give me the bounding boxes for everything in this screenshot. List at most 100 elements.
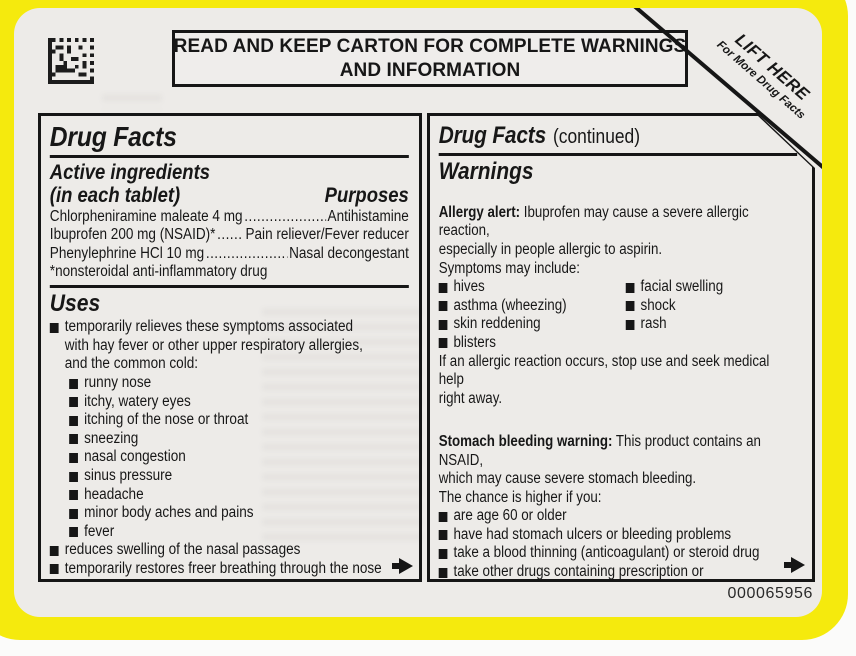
bullet-square-icon: [69, 452, 78, 463]
warnings-heading: Warnings: [438, 158, 534, 185]
list-item-text: itchy, watery eyes: [84, 392, 191, 410]
list-item: sinus pressure: [69, 467, 409, 486]
ingredient-row: Phenylephrine HCl 10 mg Nasal decongesta…: [50, 245, 409, 264]
ingredient-purpose: Pain reliever/Fever reducer: [245, 226, 409, 244]
list-item: skin reddening: [438, 315, 626, 334]
list-item: facial swelling: [625, 278, 797, 297]
drug-facts-panel: Drug Facts Active ingredients (in each t…: [38, 113, 422, 582]
bullet-square-icon: [69, 527, 78, 538]
list-item: headache: [69, 486, 409, 505]
bullet-square-icon: [438, 530, 448, 541]
stomach-warning-text: This product contains an NSAID, which ma…: [438, 432, 761, 506]
ingredient-name: Ibuprofen 200 mg (NSAID)*: [49, 226, 216, 244]
list-item-text: take a blood thinning (anticoagulant) or…: [453, 544, 760, 562]
stomach-bleeding-paragraph: Stomach bleeding warning: This product c…: [439, 414, 797, 507]
risk-factor-list: are age 60 or older have had stomach ulc…: [438, 507, 797, 579]
bullet-square-icon: [438, 548, 448, 559]
drug-facts-title: Drug Facts: [438, 122, 547, 149]
dot-leader: [206, 245, 287, 264]
list-item-text: shock: [640, 296, 676, 314]
list-item-text: asthma (wheezing): [453, 296, 567, 314]
stomach-warning-label: Stomach bleeding warning:: [438, 432, 613, 450]
list-item-text: runny nose: [84, 374, 152, 392]
ingredient-row: Chlorpheniramine maleate 4 mg Antihistam…: [50, 208, 409, 227]
ingredient-purpose: Nasal decongestant: [289, 244, 409, 262]
bullet-square-icon: [69, 471, 78, 482]
section-divider: [438, 153, 798, 156]
purposes-label: Purposes: [324, 184, 409, 208]
active-ingredients-label: Active ingredients (in each tablet): [50, 161, 210, 208]
list-item-text: skin reddening: [453, 315, 541, 333]
list-item-text: blisters: [453, 333, 496, 351]
ingredient-name: Chlorpheniramine maleate 4 mg: [49, 207, 243, 225]
drug-facts-title: Drug Facts: [49, 121, 177, 152]
active-ingredients-heading: Active ingredients (in each tablet) Purp…: [50, 161, 409, 208]
data-matrix-code-icon: [48, 38, 94, 84]
list-item: have had stomach ulcers or bleeding prob…: [438, 525, 797, 545]
notice-line-2: AND INFORMATION: [339, 59, 521, 81]
active-ingredients-line1: Active ingredients: [49, 160, 211, 184]
drug-facts-panel-content: Drug Facts Active ingredients (in each t…: [41, 116, 418, 584]
list-item: itchy, watery eyes: [69, 393, 409, 412]
bullet-square-icon: [69, 378, 78, 389]
list-item-text: fever: [84, 522, 115, 540]
list-item-text: sinus pressure: [84, 467, 173, 485]
list-item-text: minor body aches and pains: [84, 504, 254, 522]
ingredient-row: Ibuprofen 200 mg (NSAID)* Pain reliever/…: [50, 226, 409, 245]
uses-other-list: reduces swelling of the nasal passages t…: [49, 541, 409, 579]
allergy-symptoms-grid: hives asthma (wheezing) skin reddening b…: [438, 278, 797, 353]
bullet-square-icon: [625, 282, 635, 293]
drug-facts-label-card: READ AND KEEP CARTON FOR COMPLETE WARNIN…: [14, 8, 822, 617]
allergy-action-text: If an allergic reaction occurs, stop use…: [438, 352, 770, 407]
list-item-text: nasal congestion: [84, 448, 186, 466]
bullet-square-icon: [49, 322, 59, 333]
continued-label: (continued): [552, 126, 641, 148]
allergy-alert-paragraph: Allergy alert: Ibuprofen may cause a sev…: [439, 185, 797, 278]
list-item: fever: [69, 523, 409, 542]
bullet-square-icon: [438, 282, 448, 293]
list-item-text: itching of the nose or throat: [84, 411, 249, 429]
arrow-head: [791, 557, 805, 573]
bullet-square-icon: [438, 567, 448, 578]
list-item-text: have had stomach ulcers or bleeding prob…: [453, 525, 732, 543]
drug-facts-continued-panel: Drug Facts (continued) Warnings Allergy …: [427, 113, 815, 582]
ingredient-list: Chlorpheniramine maleate 4 mg Antihistam…: [50, 208, 409, 264]
section-divider: [49, 154, 409, 158]
list-item: minor body aches and pains: [69, 504, 409, 523]
arrow-head: [399, 558, 413, 574]
list-item-text: sneezing: [84, 429, 139, 447]
list-item: blisters: [438, 333, 626, 353]
list-item-text: are age 60 or older: [453, 507, 567, 525]
arrow-tail: [784, 562, 793, 568]
list-item-text: temporarily restores freer breathing thr…: [64, 559, 382, 577]
bullet-square-icon: [625, 319, 635, 330]
uses-heading: Uses: [49, 290, 101, 318]
bullet-square-icon: [438, 301, 448, 312]
drug-facts-continued-content: Drug Facts (continued) Warnings Allergy …: [430, 116, 806, 579]
allergy-alert-text: Ibuprofen may cause a severe allergic re…: [438, 203, 749, 277]
list-item: are age 60 or older: [438, 507, 797, 526]
active-ingredients-line2: (in each tablet): [49, 184, 181, 208]
list-item: sneezing: [69, 430, 409, 449]
dot-leader: [244, 208, 325, 227]
list-item-text: hives: [453, 278, 485, 296]
dot-leader: [217, 226, 244, 245]
continue-arrow-icon: [392, 558, 413, 574]
list-item: take a blood thinning (anticoagulant) or…: [438, 544, 797, 563]
bullet-square-icon: [49, 545, 59, 556]
list-item: asthma (wheezing): [438, 296, 626, 316]
bullet-square-icon: [69, 490, 78, 501]
list-item: temporarily restores freer breathing thr…: [49, 559, 409, 579]
drug-facts-continued-title: Drug Facts (continued): [439, 122, 797, 150]
keep-carton-notice-box: READ AND KEEP CARTON FOR COMPLETE WARNIN…: [172, 30, 688, 87]
list-item: nasal congestion: [69, 448, 409, 467]
bullet-square-icon: [438, 511, 448, 522]
symptoms-column-1: hives asthma (wheezing) skin reddening b…: [438, 278, 626, 353]
allergy-alert-label: Allergy alert:: [438, 203, 521, 221]
list-item: hives: [438, 278, 626, 297]
bullet-square-icon: [69, 508, 78, 519]
symptoms-column-2: facial swelling shock rash: [625, 278, 797, 352]
ingredient-purpose: Antihistamine: [327, 207, 409, 225]
list-item-text: rash: [640, 315, 667, 333]
lot-code-number: 000065956: [727, 585, 813, 602]
